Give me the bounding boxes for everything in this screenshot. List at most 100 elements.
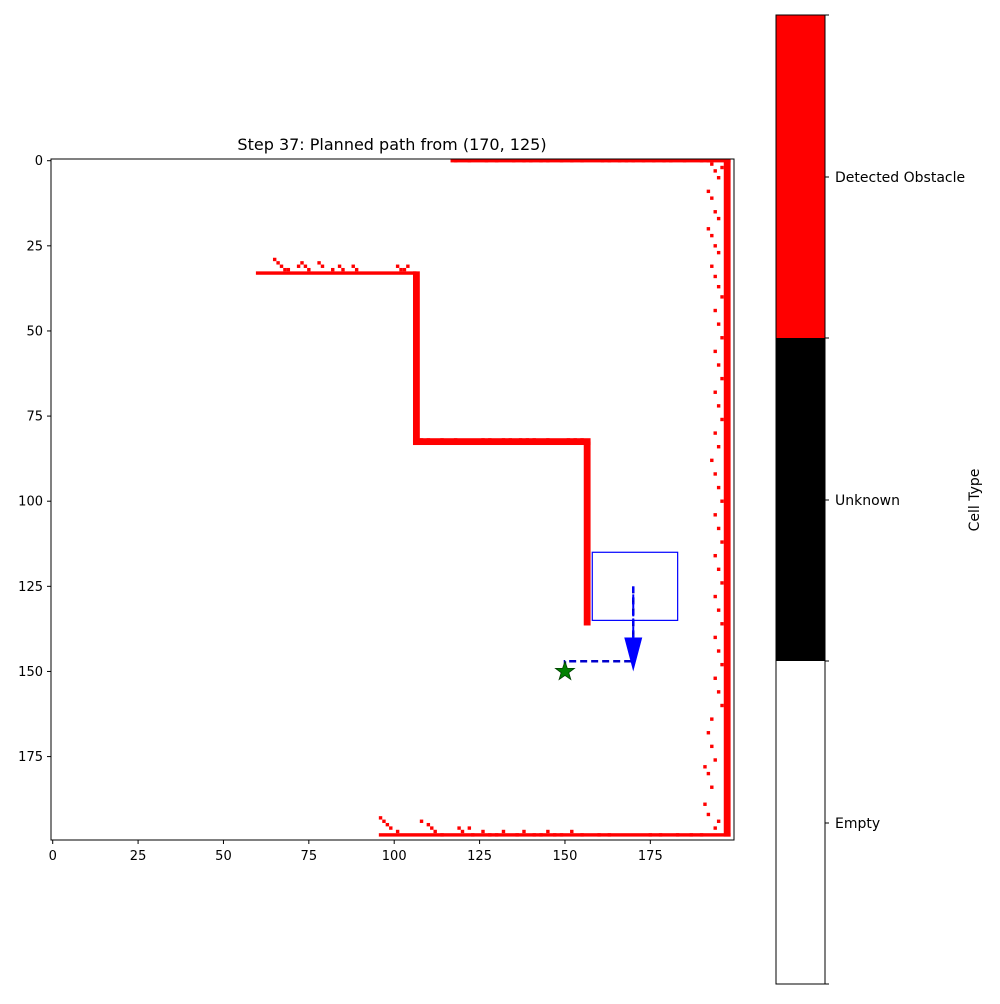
x-tick-label: 25	[130, 849, 147, 864]
obstacle-cell	[457, 826, 461, 830]
obstacle-cell	[720, 540, 724, 544]
obstacle-cell	[559, 833, 564, 837]
obstacle-cell	[716, 485, 721, 490]
obstacle-cell	[631, 159, 635, 163]
obstacle-cell	[716, 567, 721, 572]
x-tick-label: 50	[215, 849, 232, 864]
obstacle-cell	[440, 833, 444, 837]
obstacle-cell	[402, 267, 407, 272]
obstacle-cell	[713, 826, 717, 830]
obstacle-layer	[255, 159, 731, 837]
obstacle-cell	[300, 261, 304, 265]
obstacle-cell	[522, 829, 526, 834]
y-tick-label: 175	[18, 750, 43, 765]
obstacle-cell	[296, 264, 301, 268]
obstacle-cell	[652, 159, 656, 163]
obstacle-cell	[720, 703, 724, 708]
obstacle-cell	[703, 765, 707, 769]
obstacle-cell	[716, 690, 721, 694]
obstacle-wall	[412, 271, 420, 446]
obstacle-cell	[283, 267, 287, 272]
obstacle-cell	[426, 822, 431, 827]
occupancy-grid-plot	[50, 158, 735, 841]
y-axis: 0 25 50 75 100 125 150 175	[18, 154, 51, 765]
obstacle-cell	[501, 438, 506, 442]
obstacle-cell	[512, 159, 516, 163]
obstacle-cell	[710, 458, 714, 463]
obstacle-wall	[255, 271, 417, 275]
obstacle-cell	[710, 785, 714, 789]
obstacle-cell	[279, 264, 284, 268]
chart-title: Step 37: Planned path from (170, 125)	[237, 135, 546, 154]
colorbar-label-empty: Empty	[835, 816, 880, 832]
obstacle-cell	[546, 829, 550, 834]
obstacle-cell	[570, 159, 574, 163]
obstacle-cell	[546, 438, 550, 442]
obstacle-cell	[716, 608, 721, 612]
colorbar-label-detected-obstacle: Detected Obstacle	[835, 170, 965, 186]
obstacle-cell	[624, 159, 629, 163]
obstacle-cell	[501, 829, 506, 834]
obstacle-cell	[546, 159, 550, 163]
obstacle-cell	[580, 833, 584, 837]
obstacle-cell	[597, 833, 601, 837]
obstacle-cell	[481, 438, 485, 442]
obstacle-cell	[385, 822, 390, 827]
obstacle-cell	[706, 189, 711, 194]
obstacle-cell	[720, 581, 724, 585]
obstacle-cell	[706, 227, 711, 231]
obstacle-cell	[662, 159, 666, 163]
obstacle-cell	[720, 417, 724, 422]
obstacle-cell	[484, 159, 489, 163]
obstacle-cell	[682, 159, 687, 163]
obstacle-cell	[607, 159, 612, 163]
obstacle-cell	[351, 264, 355, 268]
obstacle-cell	[699, 159, 704, 163]
obstacle-cell	[716, 404, 721, 408]
obstacle-cell	[580, 438, 584, 442]
obstacle-cell	[648, 833, 653, 837]
obstacle-cell	[532, 438, 536, 442]
obstacle-cell	[341, 267, 345, 272]
obstacle-cell	[395, 264, 400, 268]
obstacle-cell	[518, 438, 523, 442]
obstacle-cell	[617, 159, 622, 163]
obstacle-cell	[426, 438, 431, 442]
obstacle-cell	[713, 676, 717, 680]
y-tick-label: 100	[18, 495, 43, 510]
obstacle-cell	[286, 267, 291, 272]
obstacle-cell	[713, 758, 717, 762]
obstacle-cell	[471, 833, 475, 837]
obstacle-cell	[430, 826, 434, 830]
obstacle-cell	[553, 833, 557, 837]
obstacle-cell	[713, 594, 717, 599]
colorbar-unknown	[776, 338, 825, 661]
obstacle-cell	[713, 513, 717, 517]
y-tick-label: 25	[26, 239, 43, 254]
obstacle-cell	[710, 196, 714, 200]
plot-frame	[50, 158, 735, 841]
obstacle-wall	[450, 159, 731, 163]
obstacle-cell	[713, 390, 717, 394]
colorbar-empty	[776, 661, 825, 984]
obstacle-cell	[706, 159, 711, 163]
obstacle-cell	[488, 438, 492, 442]
obstacle-cell	[317, 261, 321, 265]
y-tick-label: 0	[35, 154, 43, 169]
obstacle-cell	[710, 264, 714, 268]
grid-background	[51, 159, 734, 840]
obstacle-cell	[710, 717, 714, 721]
obstacle-cell	[354, 267, 359, 272]
obstacle-cell	[607, 833, 612, 837]
obstacle-cell	[669, 159, 673, 163]
obstacle-cell	[272, 257, 277, 262]
obstacle-cell	[699, 833, 704, 837]
obstacle-cell	[716, 176, 721, 180]
obstacle-cell	[570, 829, 574, 834]
obstacle-cell	[720, 336, 724, 340]
goal-star-marker	[554, 660, 576, 681]
obstacle-cell	[713, 210, 717, 214]
obstacle-wall	[723, 159, 731, 837]
obstacle-cell	[716, 322, 721, 326]
obstacle-cell	[481, 829, 485, 834]
